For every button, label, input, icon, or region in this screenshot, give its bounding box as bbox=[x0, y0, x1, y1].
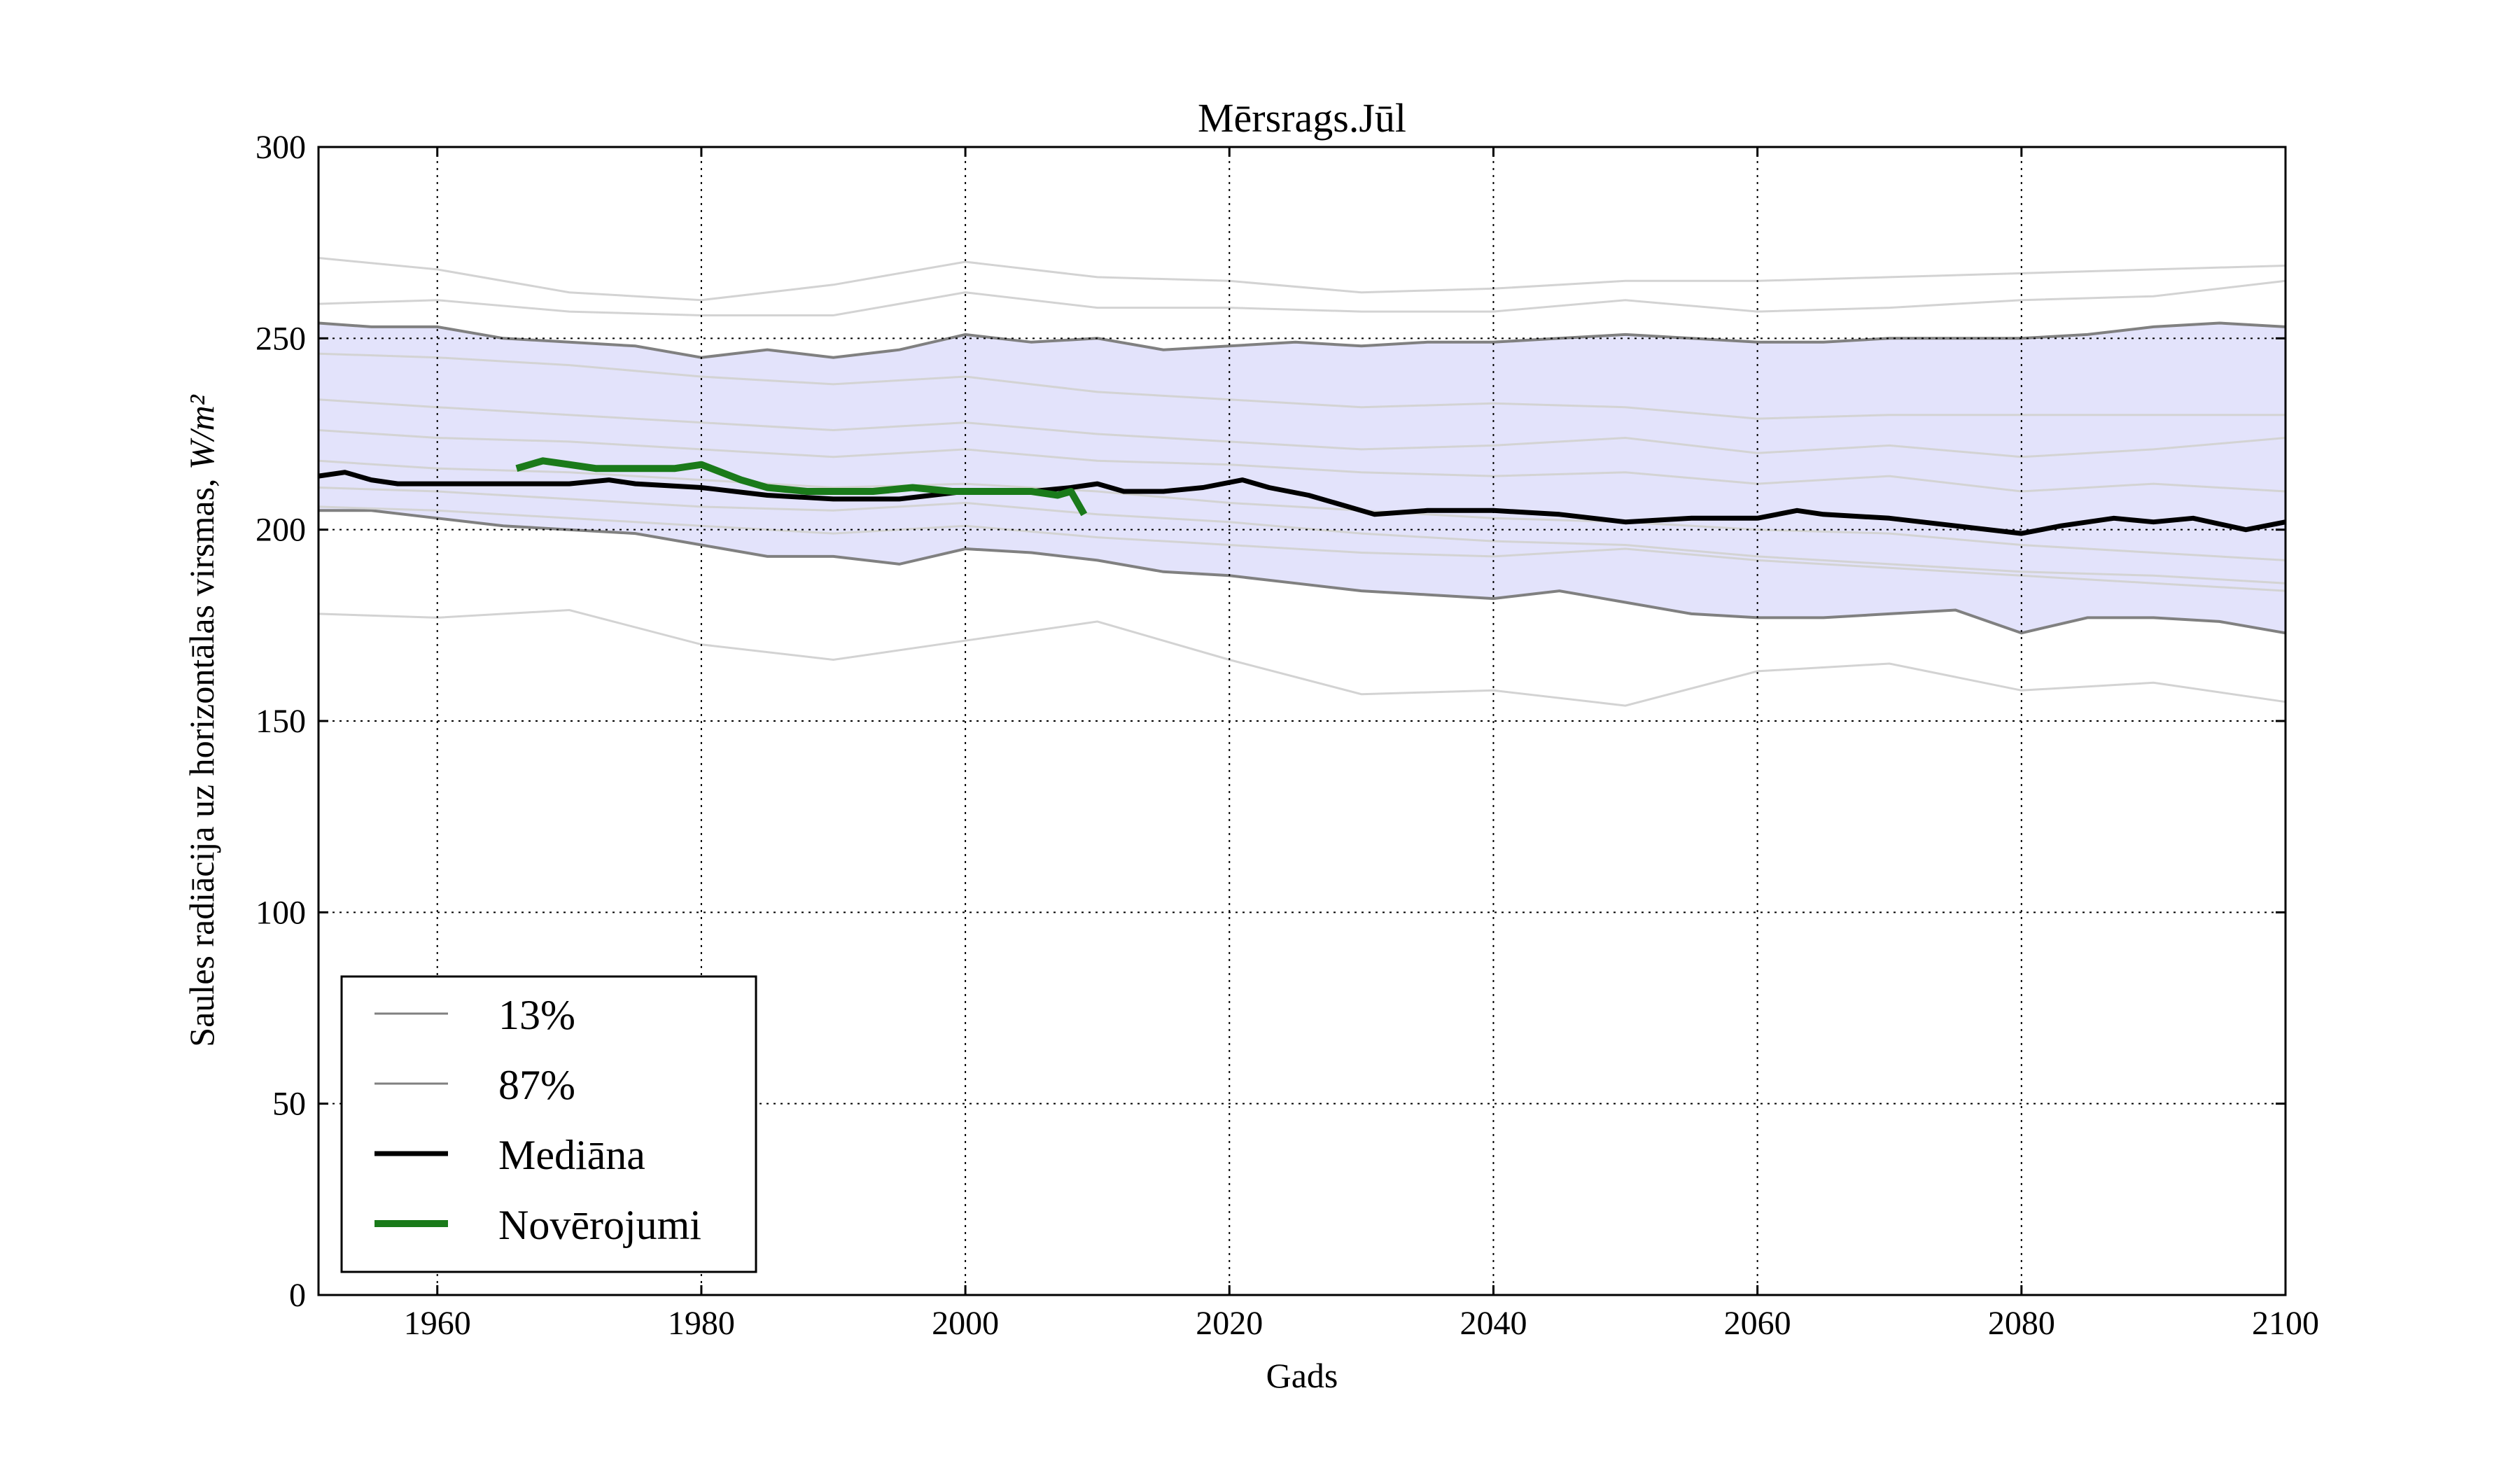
percentile-band bbox=[318, 321, 2286, 635]
y-tick-label-0: 0 bbox=[289, 1277, 306, 1314]
ensemble-lines bbox=[318, 257, 2286, 707]
y-tick-label-100: 100 bbox=[255, 894, 306, 931]
grid-lines bbox=[318, 147, 2286, 1295]
x-tick-label-2080: 2080 bbox=[1988, 1305, 2055, 1342]
y-axis-title: Saules radiācija uz horizontālas virsmas… bbox=[182, 394, 221, 1046]
x-tick-label-1980: 1980 bbox=[668, 1305, 735, 1342]
ensemble-line-2 bbox=[318, 279, 2286, 316]
ensemble-line-9 bbox=[318, 505, 2286, 592]
x-tick-label-2060: 2060 bbox=[1724, 1305, 1791, 1342]
legend-label-87: 87% bbox=[498, 1062, 575, 1108]
legend-label-median: Mediāna bbox=[498, 1132, 645, 1178]
ensemble-line-4 bbox=[318, 398, 2286, 458]
x-tick-label-2040: 2040 bbox=[1460, 1305, 1527, 1342]
series-line-13 bbox=[318, 509, 2286, 635]
legend: 13% 87% Mediāna Novērojumi bbox=[340, 975, 757, 1273]
ensemble-line-1 bbox=[318, 257, 2286, 302]
y-tick-label-300: 300 bbox=[255, 129, 306, 166]
y-tick-label-50: 50 bbox=[272, 1086, 306, 1123]
y-axis-title-text: Saules radiācija uz horizontālas virsmas… bbox=[182, 470, 221, 1047]
x-tick-label-2020: 2020 bbox=[1196, 1305, 1263, 1342]
series-line-observations bbox=[515, 457, 1088, 517]
x-tick-label-1960: 1960 bbox=[404, 1305, 471, 1342]
legend-label-13: 13% bbox=[498, 992, 575, 1038]
x-tick-label-2100: 2100 bbox=[2252, 1305, 2319, 1342]
x-tick-label-2000: 2000 bbox=[932, 1305, 999, 1342]
series-line-87 bbox=[318, 321, 2286, 359]
x-axis-title: Gads bbox=[1266, 1356, 1338, 1395]
y-axis-title-unit: W/m² bbox=[182, 394, 221, 470]
axis-ticks: 1960 1980 2000 2020 2040 2060 2080 2100 0 50 100 15… bbox=[255, 129, 2319, 1342]
ensemble-line-6 bbox=[318, 459, 2286, 561]
ensemble-line-8 bbox=[318, 608, 2286, 707]
series-line-median bbox=[318, 470, 2286, 536]
series-lines bbox=[318, 457, 2286, 536]
y-tick-label-200: 200 bbox=[255, 512, 306, 549]
ensemble-line-5 bbox=[318, 429, 2286, 493]
chart-title: Mērsrags.Jūl bbox=[1198, 95, 1406, 141]
ensemble-line-7 bbox=[318, 486, 2286, 584]
y-tick-label-150: 150 bbox=[255, 703, 306, 740]
y-tick-label-250: 250 bbox=[255, 320, 306, 357]
ensemble-line-3 bbox=[318, 352, 2286, 420]
legend-label-observations: Novērojumi bbox=[498, 1202, 701, 1248]
